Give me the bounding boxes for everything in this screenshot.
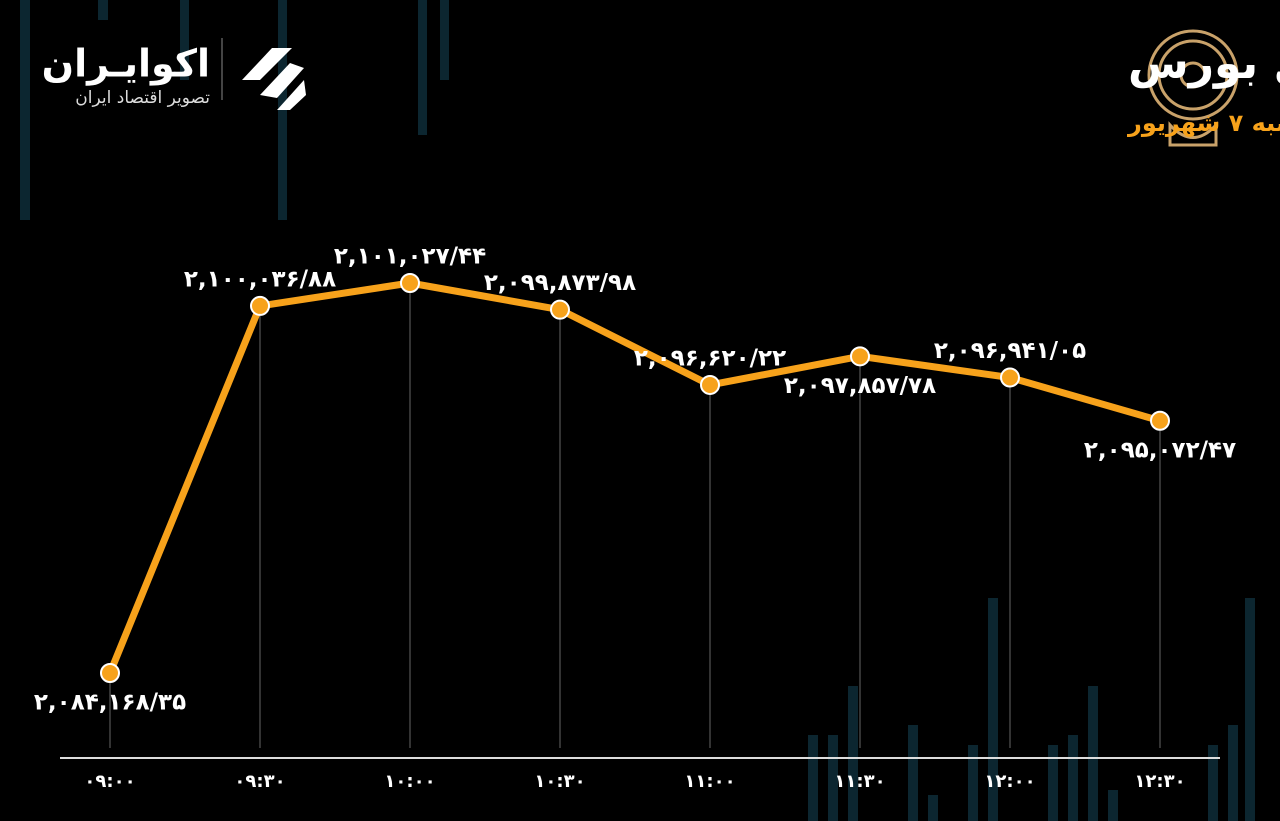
logo: اکوایـران تصویر اقتصاد ایران <box>42 38 306 110</box>
x-tick-label: ۰۹:۳۰ <box>234 771 285 792</box>
data-label: ۲,۰۹۹,۸۷۳/۹۸ <box>484 270 636 296</box>
x-tick-label: ۱۲:۰۰ <box>984 771 1035 792</box>
x-tick-label: ۱۱:۳۰ <box>834 771 885 792</box>
chart-title: روند شاخص کل بورس <box>1128 38 1280 89</box>
line <box>106 279 1161 675</box>
x-tick-label: ۱۰:۳۰ <box>534 771 585 792</box>
point <box>550 299 570 320</box>
data-label: ۲,۰۹۶,۶۲۰/۲۲ <box>634 345 786 371</box>
x-tick-label: ۱۱:۰۰ <box>684 771 735 792</box>
data-label: ۲,۰۹۵,۰۷۲/۴۷ <box>1084 437 1236 463</box>
brand-tagline: تصویر اقتصاد ایران <box>75 88 210 108</box>
point <box>1000 367 1020 388</box>
point <box>850 346 870 367</box>
data-label: ۲,۰۸۴,۱۶۸/۳۵ <box>34 690 186 716</box>
brand-name: اکوایـران <box>42 42 210 86</box>
emblem <box>1147 29 1239 147</box>
point <box>1150 410 1170 431</box>
data-label: ۲,۰۹۶,۹۴۱/۰۵ <box>934 338 1086 364</box>
x-tick-label: ۰۹:۰۰ <box>84 771 135 792</box>
data-label: ۲,۱۰۰,۰۳۶/۸۸ <box>184 266 336 292</box>
point <box>400 273 420 293</box>
data-label: ۲,۰۹۷,۸۵۷/۷۸ <box>784 373 936 399</box>
point <box>250 295 270 316</box>
x-tick-label: ۱۲:۳۰ <box>1134 771 1185 792</box>
chart-subtitle: سه‌شنبه ۷ شهریور <box>1127 109 1280 137</box>
x-tick-label: ۱۰:۰۰ <box>384 771 435 792</box>
data-label: ۲,۱۰۱,۰۲۷/۴۴ <box>334 244 486 270</box>
point <box>100 663 120 683</box>
point <box>700 374 720 395</box>
